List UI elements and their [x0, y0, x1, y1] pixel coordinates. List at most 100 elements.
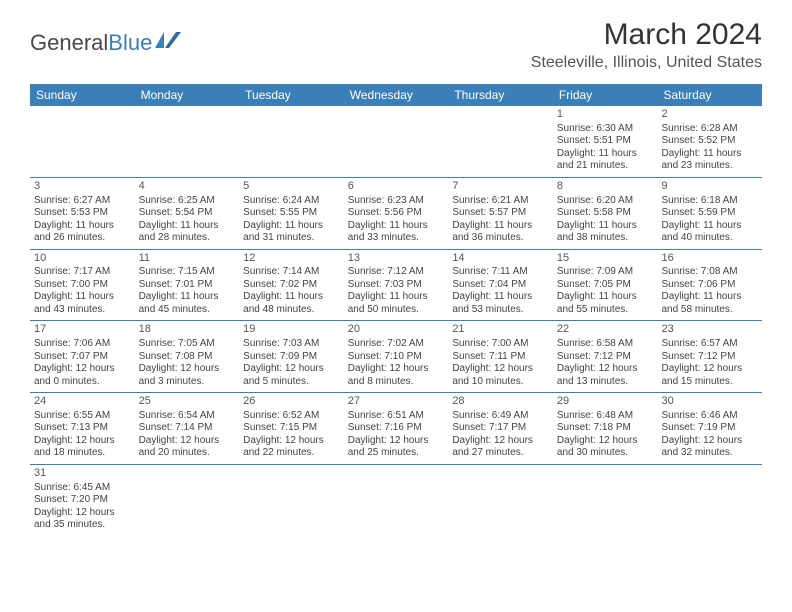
week-row: 1Sunrise: 6:30 AMSunset: 5:51 PMDaylight… — [30, 106, 762, 178]
day-detail: Sunrise: 6:57 AM — [661, 338, 758, 351]
day-cell: 29Sunrise: 6:48 AMSunset: 7:18 PMDayligh… — [553, 393, 658, 464]
day-cell: 1Sunrise: 6:30 AMSunset: 5:51 PMDaylight… — [553, 106, 658, 177]
day-number: 8 — [557, 180, 654, 194]
day-detail: and 0 minutes. — [34, 376, 131, 389]
day-detail: Sunset: 5:53 PM — [34, 207, 131, 220]
day-detail: Sunset: 7:08 PM — [139, 351, 236, 364]
day-detail: Sunrise: 6:45 AM — [34, 482, 131, 495]
header: GeneralBlue March 2024 Steeleville, Illi… — [0, 0, 792, 76]
day-cell: 25Sunrise: 6:54 AMSunset: 7:14 PMDayligh… — [135, 393, 240, 464]
day-detail: Sunset: 5:56 PM — [348, 207, 445, 220]
day-number: 5 — [243, 180, 340, 194]
day-detail: Sunrise: 7:06 AM — [34, 338, 131, 351]
day-detail: Daylight: 11 hours — [34, 220, 131, 233]
day-header-cell: Tuesday — [239, 84, 344, 106]
day-header-cell: Wednesday — [344, 84, 449, 106]
day-detail: Sunrise: 6:21 AM — [452, 195, 549, 208]
day-detail: Daylight: 12 hours — [34, 435, 131, 448]
day-detail: Sunset: 7:04 PM — [452, 279, 549, 292]
day-detail: Daylight: 11 hours — [557, 148, 654, 161]
day-detail: and 8 minutes. — [348, 376, 445, 389]
week-row: 24Sunrise: 6:55 AMSunset: 7:13 PMDayligh… — [30, 393, 762, 465]
day-detail: Sunset: 5:52 PM — [661, 135, 758, 148]
day-detail: and 36 minutes. — [452, 232, 549, 245]
day-detail: and 30 minutes. — [557, 447, 654, 460]
day-number: 9 — [661, 180, 758, 194]
day-detail: Sunset: 7:18 PM — [557, 422, 654, 435]
day-detail: and 50 minutes. — [348, 304, 445, 317]
day-number: 18 — [139, 323, 236, 337]
empty-cell — [344, 106, 449, 177]
day-cell: 16Sunrise: 7:08 AMSunset: 7:06 PMDayligh… — [657, 250, 762, 321]
day-detail: Sunset: 7:19 PM — [661, 422, 758, 435]
day-detail: and 43 minutes. — [34, 304, 131, 317]
day-cell: 17Sunrise: 7:06 AMSunset: 7:07 PMDayligh… — [30, 321, 135, 392]
empty-cell — [30, 106, 135, 177]
day-detail: Daylight: 11 hours — [661, 148, 758, 161]
day-number: 11 — [139, 252, 236, 266]
day-detail: Sunset: 5:55 PM — [243, 207, 340, 220]
empty-cell — [239, 106, 344, 177]
day-detail: Daylight: 12 hours — [661, 363, 758, 376]
day-detail: Daylight: 11 hours — [661, 220, 758, 233]
day-detail: Sunset: 7:16 PM — [348, 422, 445, 435]
day-number: 12 — [243, 252, 340, 266]
day-detail: Sunset: 7:11 PM — [452, 351, 549, 364]
day-cell: 15Sunrise: 7:09 AMSunset: 7:05 PMDayligh… — [553, 250, 658, 321]
day-detail: Daylight: 12 hours — [557, 363, 654, 376]
day-number: 6 — [348, 180, 445, 194]
day-cell: 4Sunrise: 6:25 AMSunset: 5:54 PMDaylight… — [135, 178, 240, 249]
day-detail: Sunrise: 6:52 AM — [243, 410, 340, 423]
day-cell: 14Sunrise: 7:11 AMSunset: 7:04 PMDayligh… — [448, 250, 553, 321]
day-cell: 23Sunrise: 6:57 AMSunset: 7:12 PMDayligh… — [657, 321, 762, 392]
day-cell: 12Sunrise: 7:14 AMSunset: 7:02 PMDayligh… — [239, 250, 344, 321]
day-detail: Sunrise: 6:20 AM — [557, 195, 654, 208]
day-cell: 2Sunrise: 6:28 AMSunset: 5:52 PMDaylight… — [657, 106, 762, 177]
day-number: 17 — [34, 323, 131, 337]
day-detail: and 35 minutes. — [34, 519, 131, 532]
day-detail: and 58 minutes. — [661, 304, 758, 317]
day-detail: Sunrise: 7:08 AM — [661, 266, 758, 279]
day-header-cell: Friday — [553, 84, 658, 106]
day-detail: Sunrise: 6:28 AM — [661, 123, 758, 136]
week-row: 17Sunrise: 7:06 AMSunset: 7:07 PMDayligh… — [30, 321, 762, 393]
day-number: 1 — [557, 108, 654, 122]
day-detail: Sunrise: 7:02 AM — [348, 338, 445, 351]
day-cell: 8Sunrise: 6:20 AMSunset: 5:58 PMDaylight… — [553, 178, 658, 249]
day-number: 30 — [661, 395, 758, 409]
day-detail: Daylight: 12 hours — [452, 435, 549, 448]
day-detail: and 28 minutes. — [139, 232, 236, 245]
empty-cell — [657, 465, 762, 536]
day-number: 20 — [348, 323, 445, 337]
day-detail: and 27 minutes. — [452, 447, 549, 460]
day-cell: 18Sunrise: 7:05 AMSunset: 7:08 PMDayligh… — [135, 321, 240, 392]
day-cell: 22Sunrise: 6:58 AMSunset: 7:12 PMDayligh… — [553, 321, 658, 392]
day-number: 14 — [452, 252, 549, 266]
day-detail: Sunrise: 6:27 AM — [34, 195, 131, 208]
empty-cell — [135, 106, 240, 177]
day-number: 31 — [34, 467, 131, 481]
week-row: 3Sunrise: 6:27 AMSunset: 5:53 PMDaylight… — [30, 178, 762, 250]
empty-cell — [239, 465, 344, 536]
location: Steeleville, Illinois, United States — [531, 54, 762, 72]
day-detail: Sunrise: 6:54 AM — [139, 410, 236, 423]
day-detail: and 40 minutes. — [661, 232, 758, 245]
day-detail: Daylight: 11 hours — [243, 220, 340, 233]
day-detail: Sunrise: 6:48 AM — [557, 410, 654, 423]
day-detail: Sunrise: 7:11 AM — [452, 266, 549, 279]
day-detail: and 3 minutes. — [139, 376, 236, 389]
day-cell: 27Sunrise: 6:51 AMSunset: 7:16 PMDayligh… — [344, 393, 449, 464]
empty-cell — [553, 465, 658, 536]
day-detail: Sunrise: 6:49 AM — [452, 410, 549, 423]
day-detail: and 32 minutes. — [661, 447, 758, 460]
day-cell: 19Sunrise: 7:03 AMSunset: 7:09 PMDayligh… — [239, 321, 344, 392]
day-detail: Sunrise: 6:46 AM — [661, 410, 758, 423]
week-row: 31Sunrise: 6:45 AMSunset: 7:20 PMDayligh… — [30, 465, 762, 536]
day-detail: Daylight: 12 hours — [348, 435, 445, 448]
day-detail: Sunset: 7:12 PM — [557, 351, 654, 364]
day-cell: 13Sunrise: 7:12 AMSunset: 7:03 PMDayligh… — [344, 250, 449, 321]
day-cell: 3Sunrise: 6:27 AMSunset: 5:53 PMDaylight… — [30, 178, 135, 249]
day-detail: and 45 minutes. — [139, 304, 236, 317]
day-number: 19 — [243, 323, 340, 337]
day-cell: 6Sunrise: 6:23 AMSunset: 5:56 PMDaylight… — [344, 178, 449, 249]
